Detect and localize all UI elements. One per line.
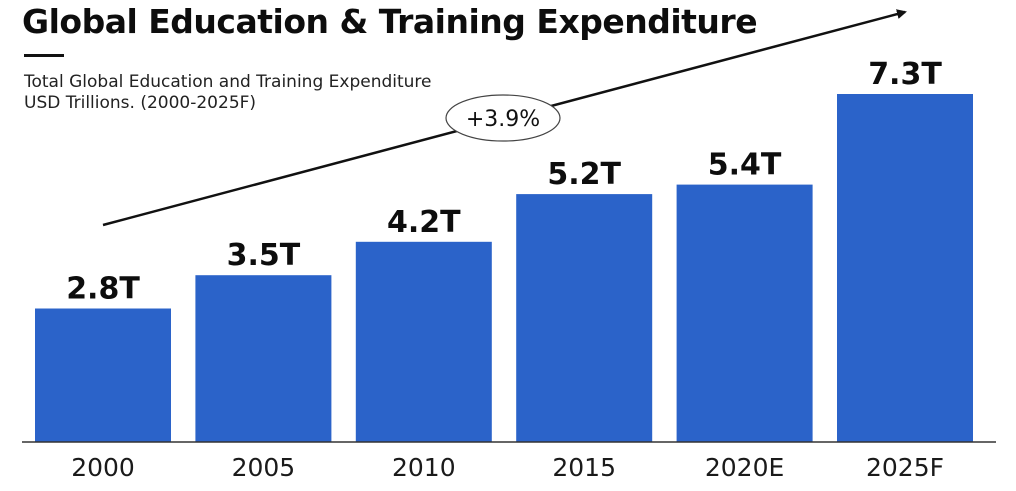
bar-2005 [195,275,332,442]
x-tick-label-2005: 2005 [232,453,296,482]
bar-2025f [837,94,973,442]
subtitle-line-1: Total Global Education and Training Expe… [24,72,432,92]
bar-2015 [516,194,653,442]
chart-title: Global Education & Training Expenditure [22,2,758,41]
data-label-2025f: 7.3T [868,57,942,92]
growth-rate-label: +3.9% [466,107,540,132]
data-label-2015: 5.2T [547,157,621,192]
bar-2010 [355,241,492,442]
bar-2000 [35,308,171,442]
x-tick-label-2025f: 2025F [866,453,944,482]
chart-subtitle: Total Global Education and Training Expe… [24,72,432,114]
growth-rate-oval [445,94,561,142]
bar-2020e [676,184,813,442]
title-underline [24,54,64,57]
x-tick-label-2010: 2010 [392,453,456,482]
data-label-2020e: 5.4T [708,148,782,183]
data-label-2005: 3.5T [227,238,301,273]
data-label-2010: 4.2T [387,205,461,240]
x-tick-label-2020e: 2020E [705,453,784,482]
subtitle-line-2: USD Trillions. (2000-2025F) [24,93,257,113]
x-tick-label-2000: 2000 [71,453,135,482]
x-tick-label-2015: 2015 [552,453,616,482]
data-label-2000: 2.8T [66,272,140,307]
bars-group: 2.8T 2000 3.5T 2005 4.2T 2010 5.2T 2015 5.4T 2020… [35,57,973,482]
